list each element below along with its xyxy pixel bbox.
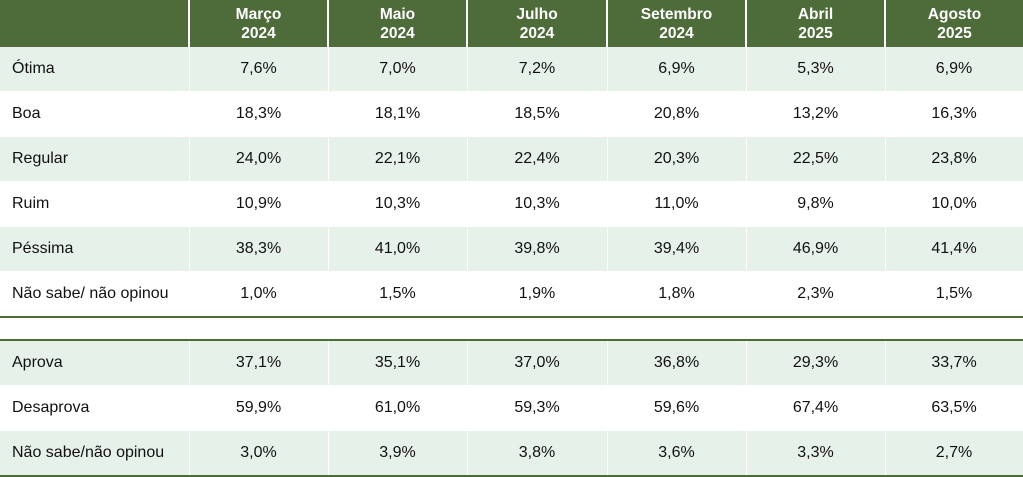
cell-value: 11,0% [607, 181, 747, 227]
cell-value: 2,3% [746, 271, 886, 318]
cell-value: 46,9% [746, 226, 886, 272]
cell-value: 10,3% [467, 181, 608, 227]
cell-value: 13,2% [746, 91, 886, 137]
table-row: Desaprova 59,9% 61,0% 59,3% 59,6% 67,4% 63,5% [0, 385, 1023, 431]
cell-value: 3,9% [328, 430, 468, 477]
header-corner [0, 0, 190, 47]
cell-value: 61,0% [328, 385, 468, 431]
table-row: Não sabe/ não opinou 1,0% 1,5% 1,9% 1,8% 2,3%… [0, 271, 1023, 318]
table-row: Ruim 10,9% 10,3% 10,3% 11,0% 9,8% 10,0% [0, 181, 1023, 227]
column-header: Julho 2024 [467, 0, 608, 47]
cell-value: 3,3% [746, 430, 886, 477]
cell-value: 18,5% [467, 91, 608, 137]
cell-value: 23,8% [885, 136, 1023, 182]
cell-value: 18,1% [328, 91, 468, 137]
cell-value: 24,0% [189, 136, 329, 182]
column-header: Março 2024 [189, 0, 329, 47]
cell-value: 18,3% [189, 91, 329, 137]
cell-value: 20,8% [607, 91, 747, 137]
cell-value: 33,7% [885, 340, 1023, 386]
cell-value: 1,8% [607, 271, 747, 318]
table-row: Boa 18,3% 18,1% 18,5% 20,8% 13,2% 16,3% [0, 91, 1023, 137]
cell-value: 1,5% [885, 271, 1023, 318]
cell-value: 41,4% [885, 226, 1023, 272]
cell-value: 3,6% [607, 430, 747, 477]
cell-value: 10,0% [885, 181, 1023, 227]
row-label: Boa [0, 91, 190, 137]
table-row: Regular 24,0% 22,1% 22,4% 20,3% 22,5% 23,8% [0, 136, 1023, 182]
cell-value: 22,1% [328, 136, 468, 182]
table-body: Ótima 7,6% 7,0% 7,2% 6,9% 5,3% 6,9% Boa 18,3% 18,… [0, 47, 1023, 477]
cell-value: 3,8% [467, 430, 608, 477]
table-row: Aprova 37,1% 35,1% 37,0% 36,8% 29,3% 33,7% [0, 340, 1023, 386]
row-label: Aprova [0, 340, 190, 386]
row-label: Péssima [0, 226, 190, 272]
cell-value: 67,4% [746, 385, 886, 431]
cell-value: 38,3% [189, 226, 329, 272]
cell-value: 6,9% [607, 47, 747, 92]
cell-value: 35,1% [328, 340, 468, 386]
cell-value: 7,6% [189, 47, 329, 92]
cell-value: 37,1% [189, 340, 329, 386]
cell-value: 3,0% [189, 430, 329, 477]
spacer-cell [0, 316, 1023, 341]
column-header: Setembro 2024 [607, 0, 747, 47]
header-row: Março 2024 Maio 2024 Julho 2024 Setembro 202… [0, 0, 1023, 47]
cell-value: 1,0% [189, 271, 329, 318]
table-header: Março 2024 Maio 2024 Julho 2024 Setembro 202… [0, 0, 1023, 47]
cell-value: 59,9% [189, 385, 329, 431]
row-label: Ruim [0, 181, 190, 227]
cell-value: 59,6% [607, 385, 747, 431]
section-spacer [0, 316, 1023, 341]
cell-value: 1,9% [467, 271, 608, 318]
cell-value: 29,3% [746, 340, 886, 386]
column-header: Abril 2025 [746, 0, 886, 47]
cell-value: 1,5% [328, 271, 468, 318]
cell-value: 41,0% [328, 226, 468, 272]
column-header: Maio 2024 [328, 0, 468, 47]
row-label: Ótima [0, 47, 190, 92]
cell-value: 16,3% [885, 91, 1023, 137]
cell-value: 10,3% [328, 181, 468, 227]
row-label: Não sabe/não opinou [0, 430, 190, 477]
cell-value: 5,3% [746, 47, 886, 92]
table-row: Não sabe/não opinou 3,0% 3,9% 3,8% 3,6% 3,3% 2… [0, 430, 1023, 477]
row-label: Desaprova [0, 385, 190, 431]
cell-value: 7,0% [328, 47, 468, 92]
column-header: Agosto 2025 [885, 0, 1023, 47]
cell-value: 39,8% [467, 226, 608, 272]
row-label: Não sabe/ não opinou [0, 271, 190, 318]
cell-value: 59,3% [467, 385, 608, 431]
row-label: Regular [0, 136, 190, 182]
cell-value: 20,3% [607, 136, 747, 182]
cell-value: 6,9% [885, 47, 1023, 92]
cell-value: 10,9% [189, 181, 329, 227]
cell-value: 7,2% [467, 47, 608, 92]
cell-value: 22,5% [746, 136, 886, 182]
cell-value: 63,5% [885, 385, 1023, 431]
table-row: Ótima 7,6% 7,0% 7,2% 6,9% 5,3% 6,9% [0, 47, 1023, 92]
cell-value: 36,8% [607, 340, 747, 386]
cell-value: 22,4% [467, 136, 608, 182]
cell-value: 2,7% [885, 430, 1023, 477]
cell-value: 39,4% [607, 226, 747, 272]
cell-value: 37,0% [467, 340, 608, 386]
cell-value: 9,8% [746, 181, 886, 227]
table-row: Péssima 38,3% 41,0% 39,8% 39,4% 46,9% 41,4% [0, 226, 1023, 272]
